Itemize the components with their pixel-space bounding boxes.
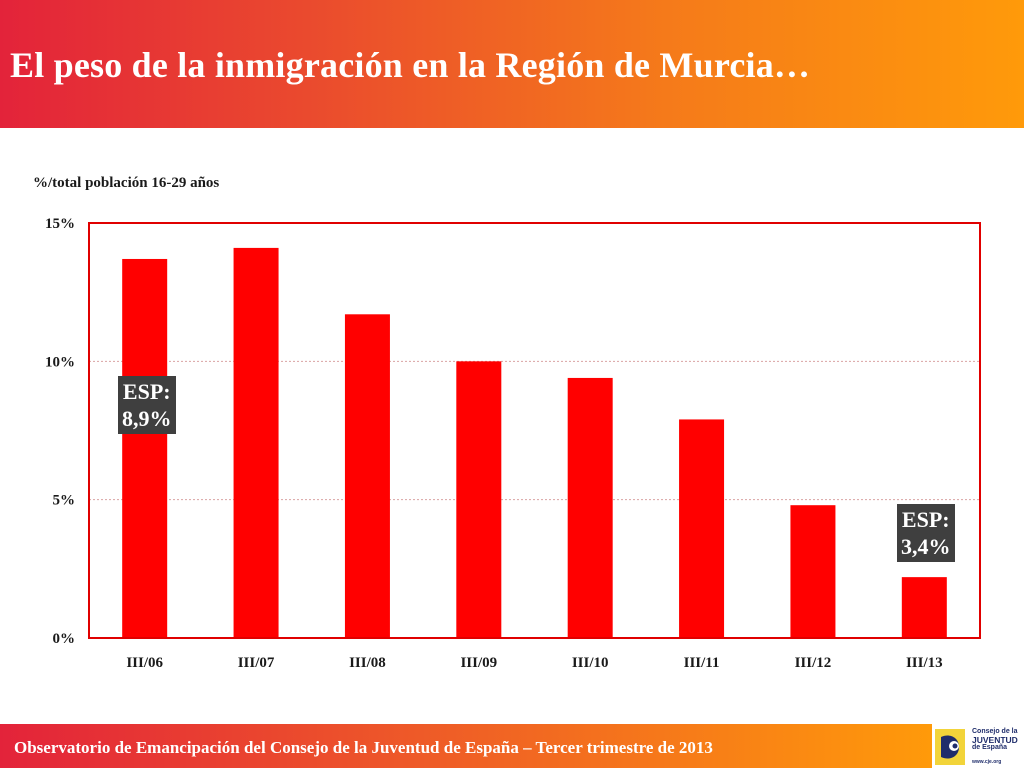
plot-frame	[88, 222, 981, 639]
annotation-value: 8,9%	[122, 406, 172, 431]
bar-chart: 0% 5% 10% 15% III/06 III/07 III/08 III/09 III/10…	[45, 216, 981, 671]
x-tick-label: III/09	[460, 655, 497, 671]
bar-iii-12	[790, 505, 836, 638]
y-tick-label: 15%	[45, 216, 75, 232]
annotation-value: 3,4%	[901, 534, 951, 559]
footer-banner: Observatorio de Emancipación del Consejo…	[0, 724, 932, 768]
x-tick-label: III/10	[572, 655, 609, 671]
y-tick-label: 5%	[53, 493, 76, 509]
bar-iii-10	[567, 377, 613, 638]
annotation-esp-2013: ESP: 3,4%	[897, 504, 955, 562]
annotation-label: ESP:	[901, 507, 950, 532]
cje-logo: Consejo de la JUVENTUD de España www.cje…	[932, 724, 1024, 768]
y-tick-label: 10%	[45, 354, 75, 370]
bar-iii-09	[456, 361, 502, 638]
annotation-label: ESP:	[122, 379, 171, 404]
logo-url: www.cje.org	[972, 759, 1002, 765]
page-title: El peso de la inmigración en la Región d…	[10, 45, 811, 85]
header-banner: El peso de la inmigración en la Región d…	[0, 0, 1024, 128]
x-tick-label: III/06	[126, 655, 163, 671]
x-tick-label: III/13	[906, 655, 943, 671]
logo-line-1: Consejo de la	[972, 728, 1018, 735]
bar-iii-06	[122, 258, 168, 638]
logo-line-3: de España	[972, 744, 1008, 751]
x-tick-label: III/11	[684, 655, 720, 671]
annotation-esp-2006: ESP: 8,9%	[118, 376, 176, 434]
bar-iii-08	[344, 314, 390, 638]
bar-iii-11	[679, 419, 725, 638]
cje-logo-icon	[935, 729, 965, 765]
bar-iii-13	[901, 577, 947, 638]
x-tick-label: III/08	[349, 655, 386, 671]
x-tick-label: III/07	[238, 655, 275, 671]
logo-line-2: JUVENTUD	[972, 735, 1018, 745]
logo-wordmark: Consejo de la JUVENTUD de España	[972, 728, 1018, 752]
footer-text: Observatorio de Emancipación del Consejo…	[14, 738, 713, 757]
bar-iii-07	[233, 247, 279, 638]
y-tick-label: 0%	[53, 631, 76, 647]
y-axis-label: %/total población 16-29 años	[33, 175, 220, 191]
x-tick-label: III/12	[795, 655, 832, 671]
